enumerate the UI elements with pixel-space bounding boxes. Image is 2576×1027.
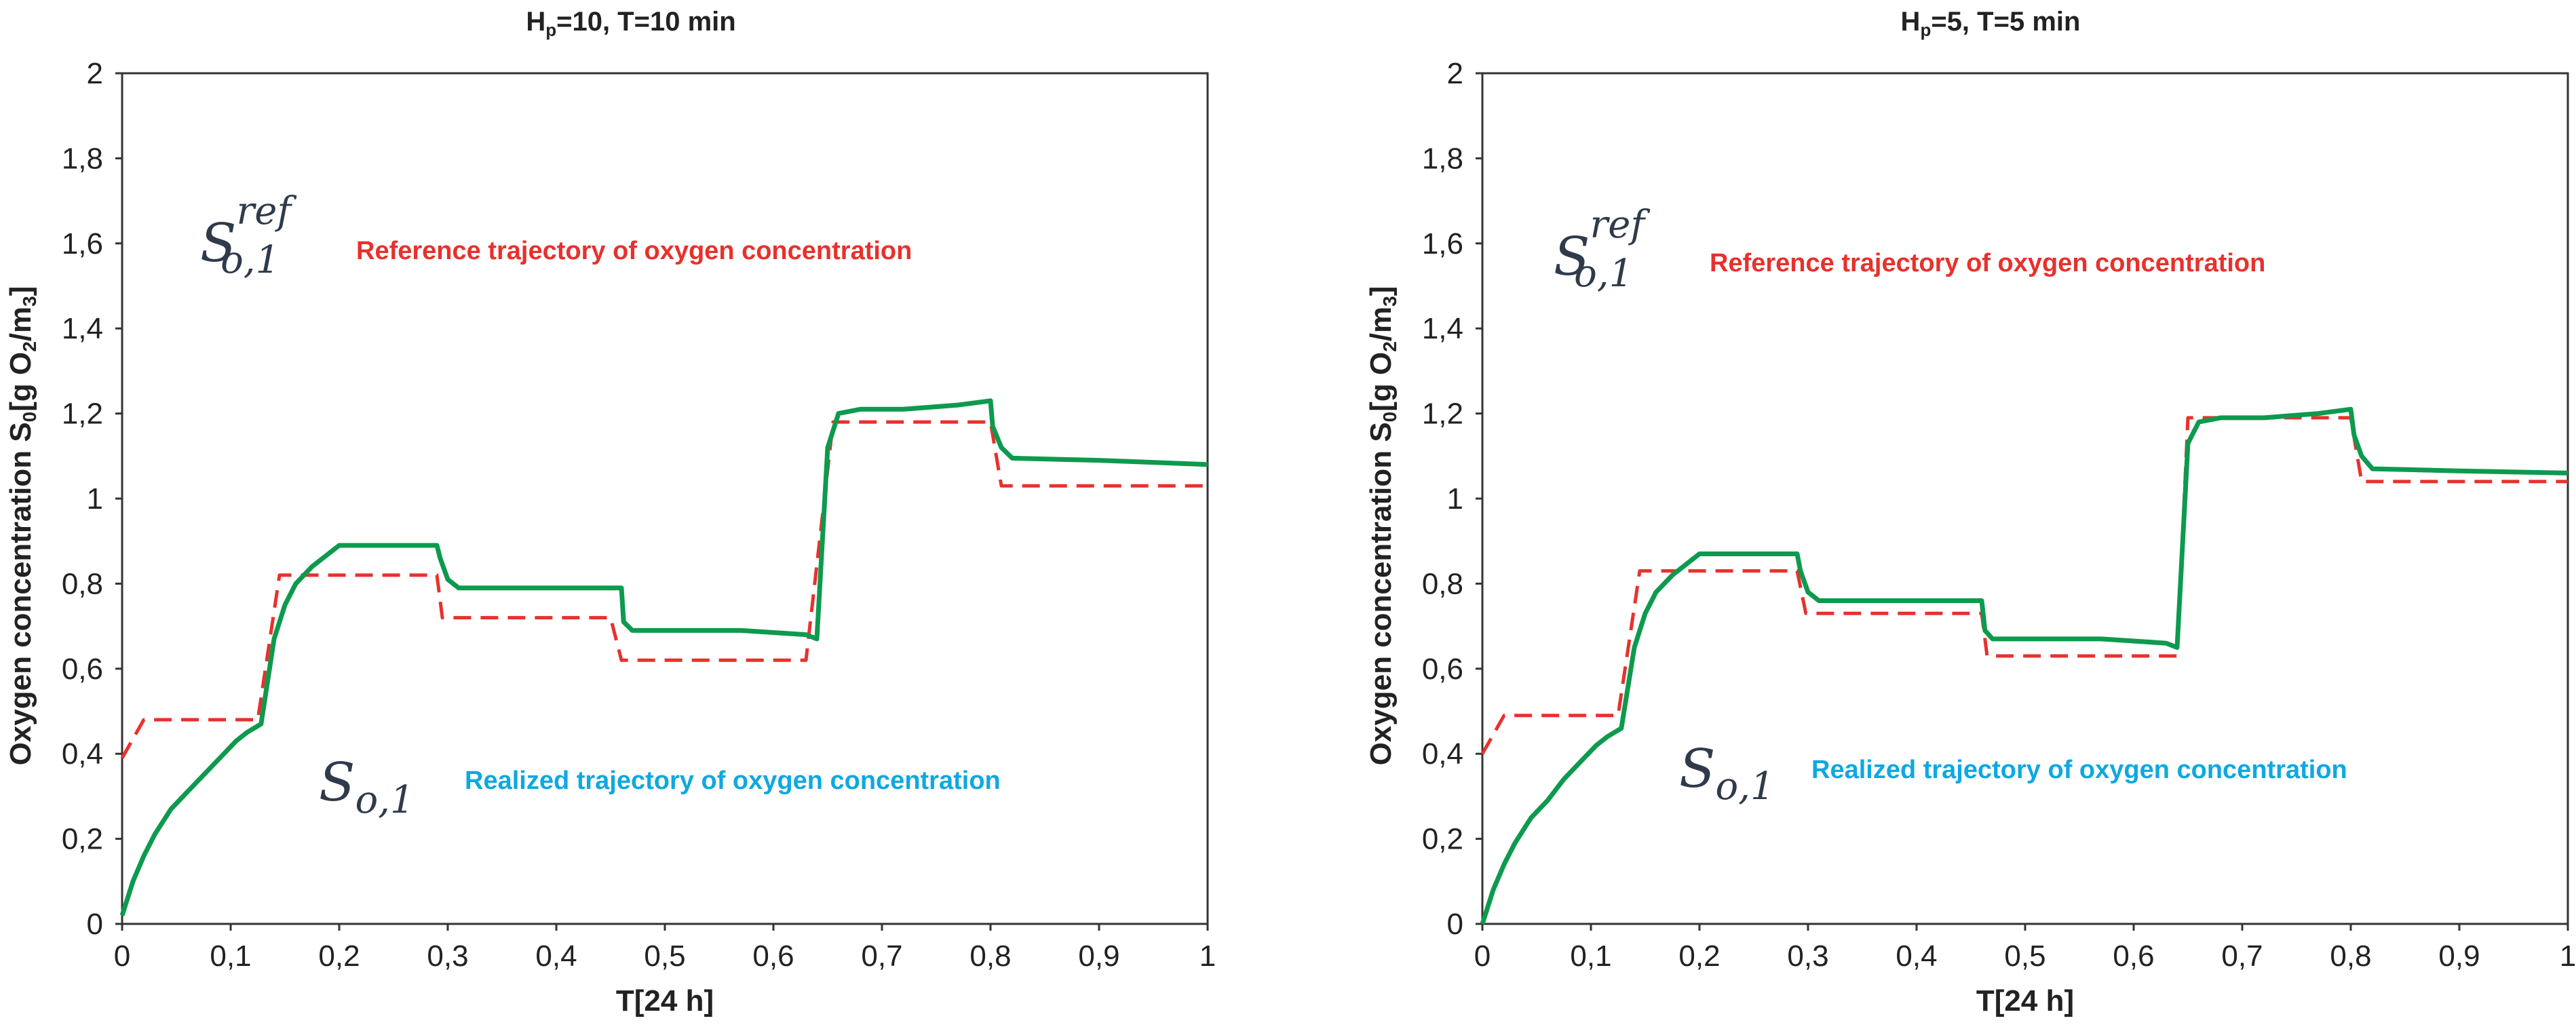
x-tick-label: 0 xyxy=(1474,939,1491,973)
x-tick-label: 0,1 xyxy=(210,939,251,973)
x-tick-label: 0 xyxy=(114,939,130,973)
y-tick-label: 1,6 xyxy=(1422,227,1463,260)
y-tick-label: 0,6 xyxy=(1422,653,1463,686)
y-tick-label: 0,2 xyxy=(1422,823,1463,856)
real-label: Realized trajectory of oxygen concentrat… xyxy=(465,767,1001,795)
x-tick-label: 0,9 xyxy=(2438,939,2480,973)
x-tick-label: 0,3 xyxy=(1787,939,1828,973)
x-tick-label: 0,7 xyxy=(861,939,902,973)
y-tick-label: 1,4 xyxy=(62,312,103,345)
x-tick-label: 1 xyxy=(2560,939,2576,973)
x-tick-label: 0,2 xyxy=(318,939,360,973)
x-tick-labels: 0 0,1 0,2 0,3 0,4 0,5 0,6 0,7 0,8 0,9 1 xyxy=(114,924,1216,973)
x-axis-label: T[24 h] xyxy=(1976,984,2074,1018)
y-tick-label: 1 xyxy=(1447,482,1463,516)
y-tick-label: 0,8 xyxy=(1422,567,1463,600)
y-tick-label: 2 xyxy=(1447,57,1463,90)
reference-trajectory-line xyxy=(120,420,1208,759)
series-layer xyxy=(119,398,1208,916)
y-axis-label: Oxygen concentration S0[g O2/m3] xyxy=(4,286,40,766)
chart-panel-right: Hp=5, T=5 min Oxygen concentration S0[g … xyxy=(1364,7,2576,1018)
y-tick-labels: 0 0,2 0,4 0,6 0,8 1 1,2 1,4 1,6 1,8 2 xyxy=(1422,57,1482,941)
x-tick-label: 0,6 xyxy=(752,939,794,973)
x-tick-label: 0,2 xyxy=(1678,939,1720,973)
y-tick-labels: 0 0,2 0,4 0,6 0,8 1 1,2 1,4 1,6 1,8 2 xyxy=(62,57,122,941)
x-tick-label: 0,5 xyxy=(644,939,685,973)
x-tick-label: 0,1 xyxy=(1570,939,1611,973)
x-axis-label: T[24 h] xyxy=(616,984,714,1018)
y-tick-label: 0,4 xyxy=(1422,737,1463,771)
ref-symbol: Sref o,1 xyxy=(200,189,297,282)
x-tick-label: 0,7 xyxy=(2221,939,2263,973)
x-tick-label: 0,3 xyxy=(427,939,468,973)
y-tick-label: 0,2 xyxy=(62,823,103,856)
y-tick-label: 1,6 xyxy=(62,227,103,260)
y-tick-label: 1 xyxy=(87,482,103,516)
x-tick-label: 0,4 xyxy=(1896,939,1937,973)
y-tick-label: 0,6 xyxy=(62,653,103,686)
chart-title: Hp=5, T=5 min xyxy=(1901,7,2081,40)
y-tick-label: 2 xyxy=(87,57,103,90)
real-symbol: So,1 xyxy=(1679,739,1775,809)
y-axis-label: Oxygen concentration S0[g O2/m3] xyxy=(1364,286,1400,766)
x-tick-label: 0,5 xyxy=(2004,939,2045,973)
chart-title: Hp=10, T=10 min xyxy=(526,7,735,40)
ref-symbol: Sref o,1 xyxy=(1554,203,1651,296)
real-symbol: So,1 xyxy=(319,752,415,822)
series-layer xyxy=(1480,406,2569,925)
ref-label: Reference trajectory of oxygen concentra… xyxy=(1710,249,2265,277)
x-tick-label: 0,9 xyxy=(1078,939,1119,973)
plot-frame xyxy=(1481,72,2569,925)
ref-label: Reference trajectory of oxygen concentra… xyxy=(356,237,912,265)
y-tick-label: 0,8 xyxy=(62,567,103,600)
x-tick-labels: 0 0,1 0,2 0,3 0,4 0,5 0,6 0,7 0,8 0,9 1 xyxy=(1474,924,2576,973)
real-label: Realized trajectory of oxygen concentrat… xyxy=(1811,756,2347,784)
x-tick-label: 0,8 xyxy=(2330,939,2371,973)
svg-text:Oxygen concentration S0[g O2/m: Oxygen concentration S0[g O2/m3] xyxy=(4,286,40,766)
x-tick-label: 0,6 xyxy=(2113,939,2154,973)
y-tick-label: 1,2 xyxy=(62,398,103,431)
y-tick-label: 1,8 xyxy=(1422,142,1463,175)
y-tick-label: 0 xyxy=(87,908,103,941)
realized-trajectory-line xyxy=(1480,406,2569,925)
realized-trajectory-line xyxy=(119,398,1208,916)
x-tick-label: 0,8 xyxy=(969,939,1011,973)
chart-panel-left: Hp=10, T=10 min Oxygen concentration S0[… xyxy=(4,7,1216,1018)
x-tick-label: 1 xyxy=(1199,939,1216,973)
y-tick-label: 1,8 xyxy=(62,142,103,175)
y-tick-label: 0,4 xyxy=(62,737,103,771)
y-tick-label: 0 xyxy=(1447,908,1463,941)
svg-text:Oxygen concentration S0[g O2/m: Oxygen concentration S0[g O2/m3] xyxy=(1364,286,1400,766)
y-tick-label: 1,2 xyxy=(1422,398,1463,431)
y-tick-label: 1,4 xyxy=(1422,312,1463,345)
x-tick-label: 0,4 xyxy=(535,939,577,973)
